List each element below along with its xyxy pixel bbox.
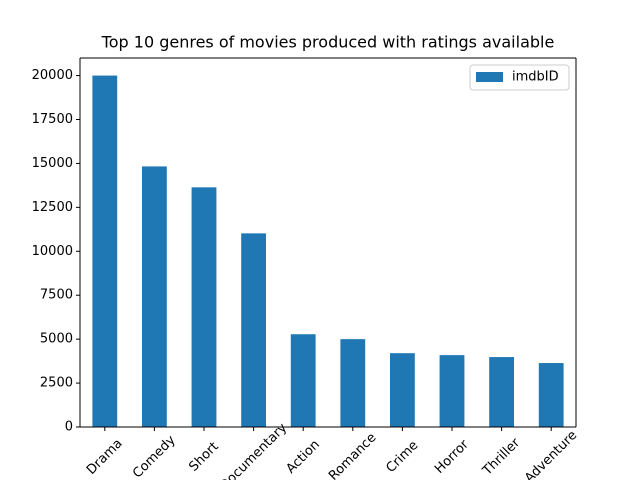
x-tick-label: Drama (84, 436, 126, 478)
x-tick-label: Crime (383, 438, 421, 476)
chart-title: Top 10 genres of movies produced with ra… (101, 33, 555, 52)
legend-box (469, 64, 570, 91)
legend-swatch (476, 72, 503, 82)
bar (390, 353, 415, 427)
legend-label: imdbID (512, 70, 559, 85)
x-tick-label: Horror (432, 437, 472, 477)
bar (489, 357, 514, 427)
y-tick-label: 15000 (32, 156, 73, 171)
y-tick-label: 17500 (32, 112, 73, 127)
x-tick-label: Adventure (522, 428, 580, 480)
x-tick-label: Romance (326, 430, 379, 480)
y-tick-label: 12500 (32, 200, 73, 215)
x-tick-label: Action (284, 437, 323, 476)
bar (340, 339, 366, 427)
bar (92, 75, 118, 428)
x-tick-label: Short (186, 439, 221, 474)
bar (290, 334, 316, 427)
y-tick-label: 0 (65, 420, 73, 435)
bar (142, 166, 167, 427)
y-tick-label: 10000 (32, 244, 73, 259)
y-tick-label: 20000 (32, 68, 73, 83)
x-tick-label: Thriller (479, 435, 523, 479)
y-tick-label: 5000 (40, 332, 73, 347)
bar (439, 355, 465, 427)
bar (191, 187, 217, 427)
x-tick-label: Comedy (130, 433, 179, 480)
y-tick-label: 7500 (40, 288, 73, 303)
y-tick-label: 2500 (40, 376, 73, 391)
bar (538, 363, 564, 427)
bar (241, 233, 266, 427)
